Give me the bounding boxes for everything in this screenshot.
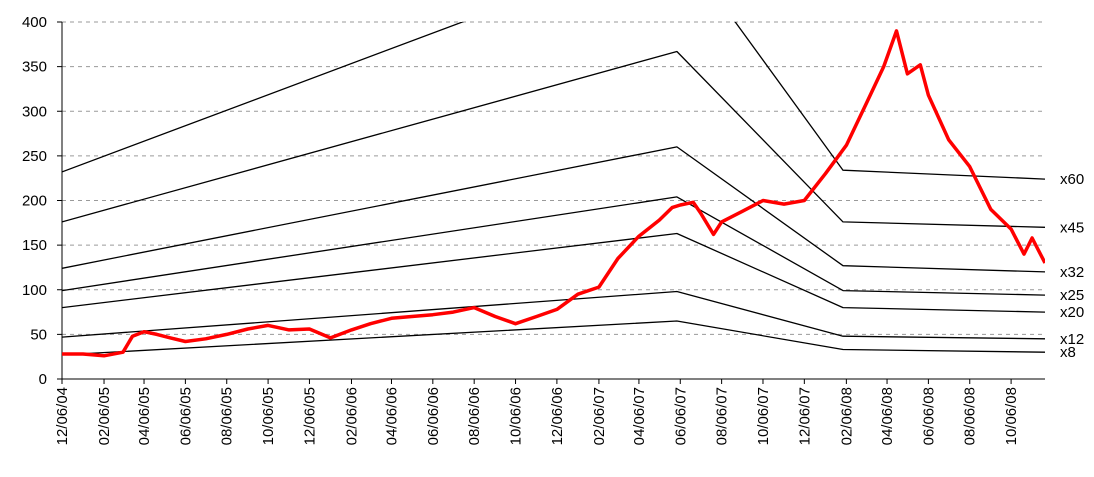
y-tick-label: 350 [22,59,47,76]
x-tick-label: 08/06/08 [962,387,979,445]
line-label-x12: x12 [1060,331,1084,348]
y-tick-label: 150 [22,237,47,254]
line-label-x25: x25 [1060,287,1084,304]
y-tick-label: 400 [22,14,47,31]
x-tick-label: 12/06/04 [54,387,71,445]
y-tick-label: 200 [22,193,47,210]
x-tick-label: 06/06/06 [425,387,442,445]
axes [57,21,1045,384]
x-tick-label: 12/06/06 [549,387,566,445]
line-label-x60: x60 [1060,171,1084,188]
x-tick-label: 10/06/05 [260,387,277,445]
x-tick-label: 08/06/05 [219,387,236,445]
x-tick-label: 02/06/08 [838,387,855,445]
x-tick-label: 04/06/06 [383,387,400,445]
x-tick-label: 10/06/07 [755,387,772,445]
series-line-x8 [62,320,1045,356]
x-tick-label: 06/06/05 [177,387,194,445]
x-tick-label: 10/06/06 [508,387,525,445]
y-tick-label: 0 [39,371,47,388]
series-lines [62,22,1045,358]
series-line-x20 [62,232,1045,313]
series-line-x45 [62,50,1045,228]
y-tick-label: 100 [22,282,47,299]
x-tick-label: 02/06/07 [591,387,608,445]
x-tick-label: 08/06/06 [466,387,483,445]
x-tick-label: 06/06/07 [672,387,689,445]
series-line-x25 [62,196,1045,296]
line-label-x20: x20 [1060,304,1084,321]
y-tick-label: 250 [22,148,47,165]
line-label-x32: x32 [1060,264,1084,281]
y-tick-label: 50 [30,326,47,343]
x-tick-label: 12/06/05 [301,387,318,445]
line-label-x8: x8 [1060,344,1076,361]
y-tick-labels: 0 50 100 150 200 250 300 350 400 [22,14,47,388]
series-line-price [62,29,1045,358]
series-line-x12 [62,290,1045,340]
y-tick-label: 300 [22,103,47,120]
gridlines [62,21,1045,335]
x-tick-label: 04/06/07 [631,387,648,445]
line-label-x45: x45 [1060,219,1084,236]
x-tick-label: 02/06/06 [343,387,360,445]
x-tick-label: 04/06/05 [136,387,153,445]
series-line-x32 [62,146,1045,273]
x-tick-label: 08/06/07 [714,387,731,445]
series-line-x60 [62,22,1045,180]
x-tick-label: 06/06/08 [920,387,937,445]
x-tick-label: 12/06/07 [796,387,813,445]
x-tick-label: 10/06/08 [1003,387,1020,445]
x-tick-labels: 12/06/04 02/06/05 04/06/05 06/06/05 08/06/05… [54,387,1020,445]
x-tick-label: 04/06/08 [879,387,896,445]
x-tick-label: 02/06/05 [96,387,113,445]
